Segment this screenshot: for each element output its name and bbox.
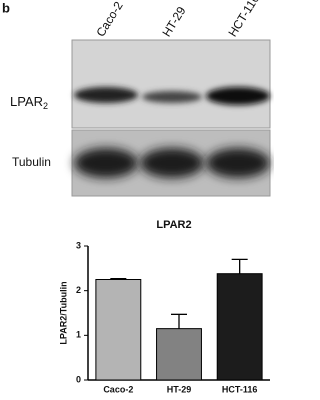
y-tick-label: 1 — [76, 330, 81, 340]
y-tick-label: 3 — [76, 240, 81, 250]
row-label: Tubulin — [12, 155, 51, 169]
blot-lpar2 — [71, 39, 271, 129]
error-bar — [231, 258, 248, 274]
lane-label: HCT-116 — [225, 0, 262, 39]
blot-tubulin — [71, 129, 271, 197]
x-tick-label: HT-29 — [167, 384, 192, 394]
error-bar — [110, 277, 127, 280]
y-tick-label: 2 — [76, 285, 81, 295]
bar — [216, 273, 263, 381]
y-axis-label: LPAR2/Tubulin — [58, 281, 68, 344]
x-tick-label: Caco-2 — [103, 384, 133, 394]
bar — [156, 328, 202, 381]
chart-title: LPAR2 — [156, 219, 191, 231]
lane-label: Caco-2 — [93, 0, 126, 39]
error-bar — [171, 313, 187, 329]
row-label-text: LPAR — [10, 94, 43, 109]
y-tick-label: 0 — [76, 374, 81, 384]
lane-label: HT-29 — [159, 4, 188, 39]
bar — [95, 279, 142, 381]
row-label: LPAR2 — [10, 94, 48, 111]
figure: b LPAR2 Tubulin LPAR2 LPAR2/Tubulin Caco… — [2, 0, 271, 394]
panel-label: b — [2, 0, 10, 15]
row-label-subscript: 2 — [43, 101, 48, 111]
x-tick-label: HCT-116 — [222, 384, 258, 394]
